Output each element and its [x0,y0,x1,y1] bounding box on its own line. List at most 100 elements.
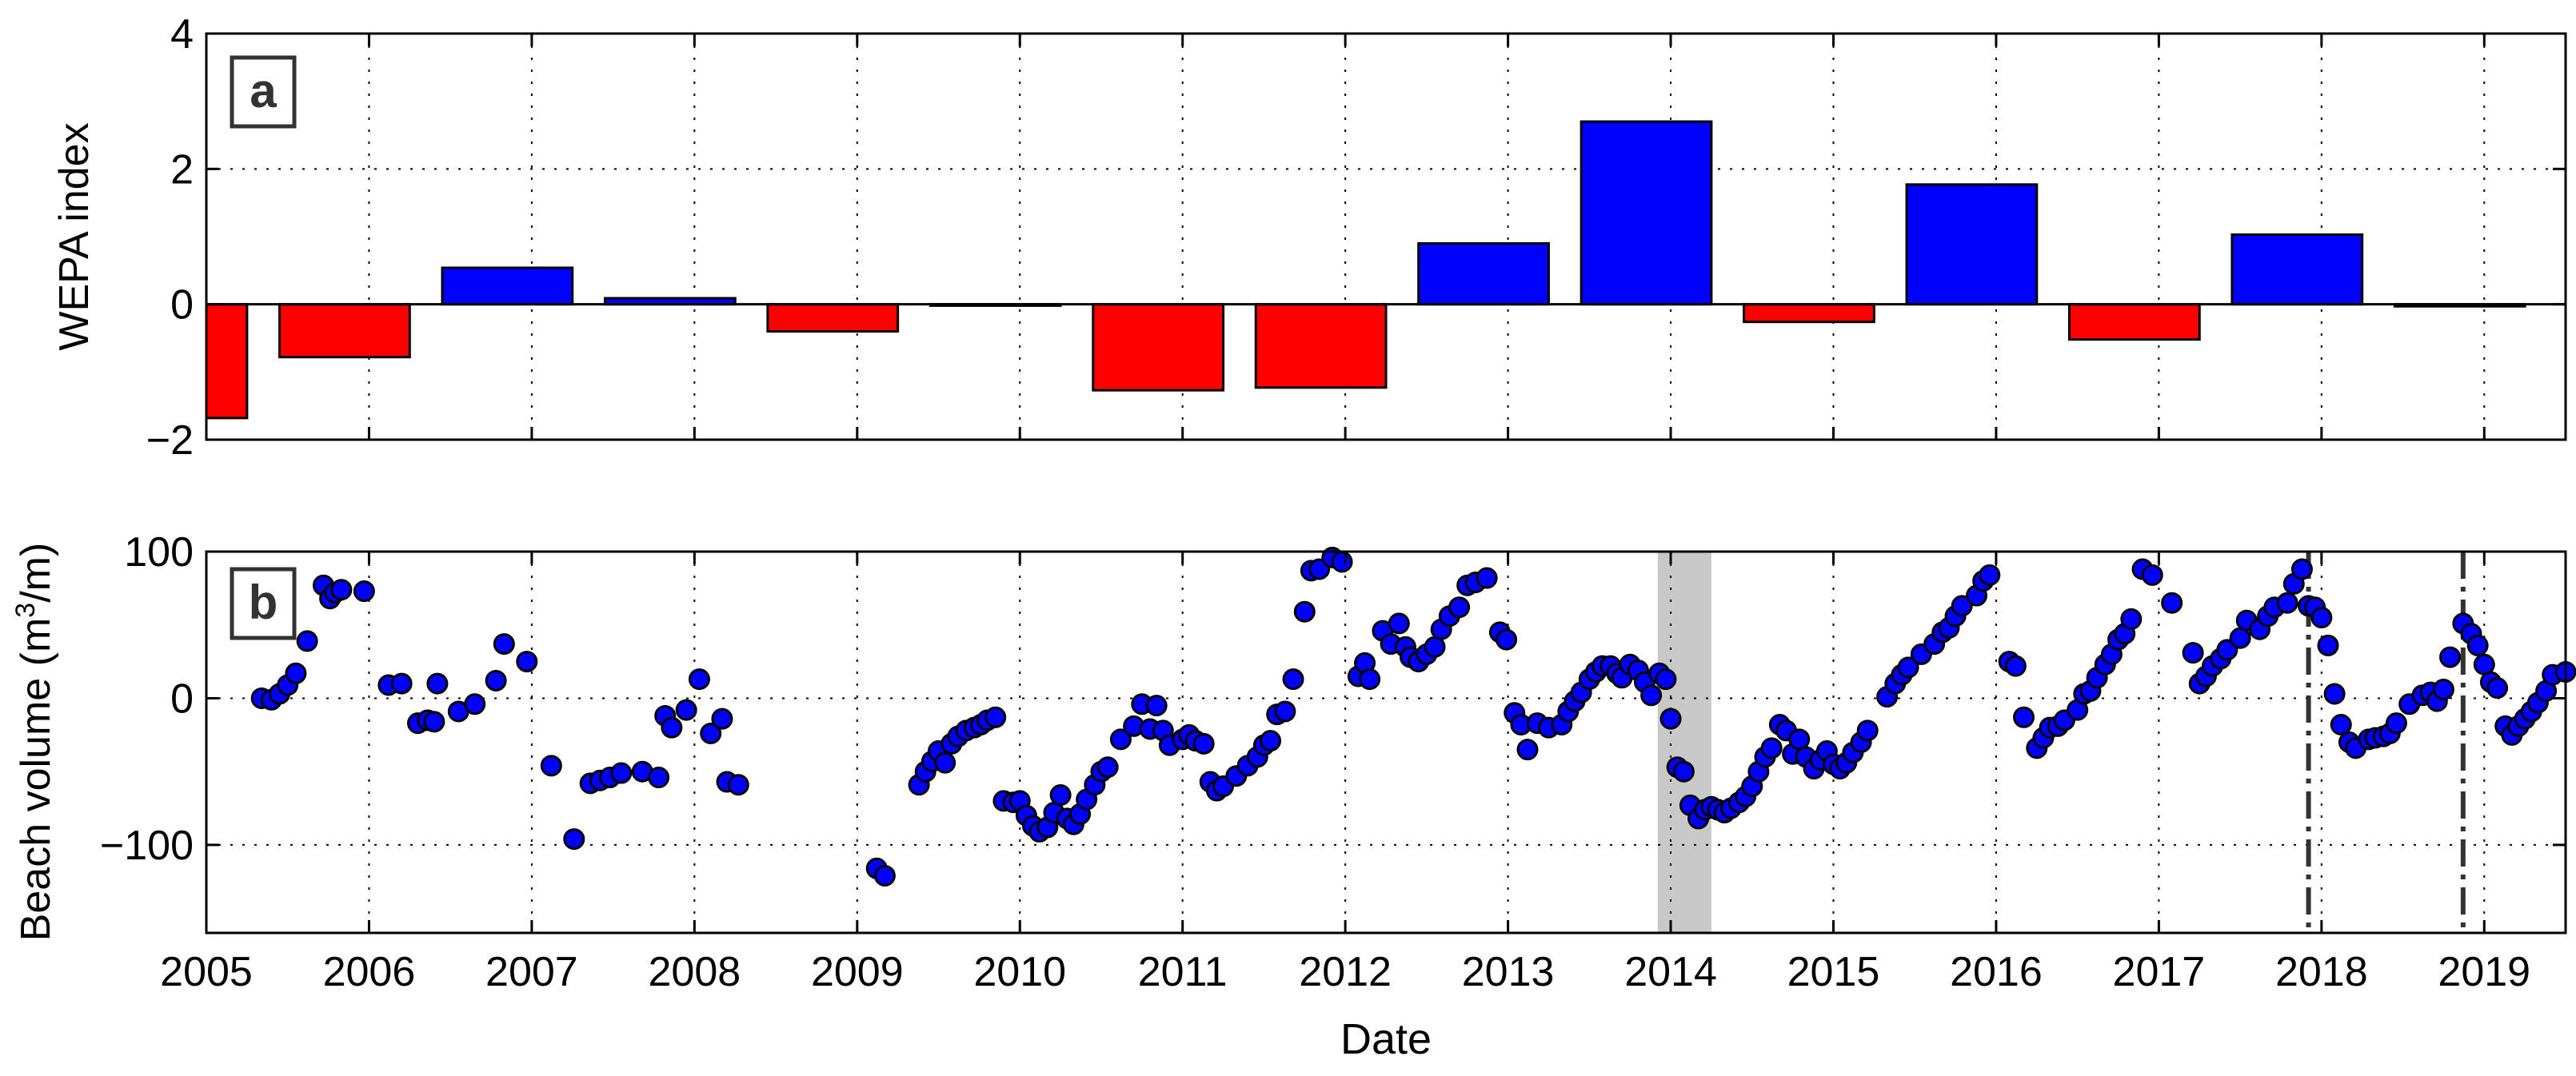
panel-a-label-box: a [230,55,297,129]
beach-volume-point [426,672,449,695]
beach-volume-point [2161,592,2183,614]
panel-b-x-tick-label: 2019 [2438,949,2530,995]
beach-volume-point [1388,612,1410,635]
panel-a-y-tick-label: −2 [146,417,194,464]
panel-b-x-tick-label: 2013 [1462,949,1555,995]
panel-a-y-tick-label: 4 [170,11,194,58]
beach-volume-point [2310,607,2333,629]
beach-volume-point [711,707,733,730]
beach-volume-point [285,662,307,684]
wepa-bar [766,303,900,333]
wepa-bar [1092,303,1225,392]
panel-a-y-axis-label: WEPA index [51,122,98,350]
beach-volume-point [1672,760,1695,783]
panel-b-x-tick-label: 2010 [973,949,1066,995]
beach-volume-point [2276,592,2298,614]
beach-volume-point [2013,706,2035,728]
panel-b-shaded-range [1657,552,1711,933]
panel-a: −2 0 2 4 a WEPA index [51,11,2567,464]
wepa-bar [2067,303,2201,341]
wepa-bar [205,303,249,420]
beach-volume-point [330,579,353,601]
beach-volume-point [688,668,710,691]
beach-volume-point [1951,595,1973,617]
panel-a-label: a [250,64,277,118]
panel-b-x-ticks: 2005 2006 2007 2008 2009 2010 2011 2012 2013 2014… [160,552,2530,995]
panel-a-x-ticks [205,34,2486,440]
panel-b: −100 0 100 2005 2006 2007 2008 2009 2010 2011 201… [10,529,2576,1063]
beach-volume-point [1274,700,1296,723]
beach-volume-point [2330,713,2352,735]
wepa-bar [1254,303,1388,389]
panel-a-y-tick-label: 0 [170,282,194,329]
beach-volume-point [1897,656,1919,679]
beach-volume-point [1109,728,1132,751]
beach-volume-point [1476,567,1498,589]
panel-b-frame [206,552,2566,933]
panel-b-x-tick-label: 2009 [811,949,904,995]
panel-b-label-box: b [230,567,297,640]
beach-volume-point [1640,684,1663,707]
beach-volume-point [1979,564,2001,586]
wepa-bar [2231,233,2364,306]
beach-volume-point [1516,739,1539,761]
panel-b-y-tick-label: 0 [170,675,194,722]
panel-b-y-ticks: −100 0 100 [100,529,2566,869]
panel-b-y-axis-label-tail: /m) [13,543,59,603]
beach-volume-point [540,755,562,777]
beach-volume-point [2439,646,2462,668]
beach-volume-point [485,669,507,691]
panel-b-x-tick-label: 2007 [485,949,578,995]
panel-b-x-axis-label: Date [1340,1015,1432,1063]
panel-b-border [205,550,2567,935]
beach-volume-point [2486,677,2509,699]
beach-volume-point [1192,732,1215,755]
beach-volume-point [2182,642,2204,664]
panel-b-x-tick-label: 2008 [649,949,741,995]
wepa-bar [1743,303,1875,324]
wepa-bar [1580,120,1713,306]
panel-b-x-tick-label: 2005 [160,949,253,995]
beach-volume-point [563,828,585,851]
beach-volume-point [873,864,896,887]
beach-volume-point [700,722,722,744]
beach-volume-point [1331,551,1353,573]
beach-volume-point [516,651,538,673]
panel-b-x-tick-label: 2014 [1624,949,1717,995]
beach-volume-point [390,672,413,695]
beach-volume-point [1424,636,1446,658]
beach-volume-point [423,711,445,733]
beach-volume-point [675,699,697,721]
beach-volume-point [1788,728,1811,751]
panel-b-y-axis-label: Beach volume (m3/m) [10,543,59,942]
panel-a-y-tick-label: 2 [170,146,194,193]
beach-volume-point [2385,712,2407,735]
panel-b-y-axis-label-sup: 3 [10,603,41,618]
beach-volume-point [2473,653,2495,675]
beach-volume-point [648,767,670,789]
beach-volume-point [1760,737,1783,759]
wepa-bar [1905,183,2039,306]
panel-b-points [250,546,2576,887]
panel-b-x-tick-label: 2011 [1138,949,1228,995]
beach-volume-point [464,693,486,715]
beach-volume-point [2317,634,2339,656]
beach-volume-point [934,751,957,774]
panel-b-x-tick-label: 2017 [2113,949,2206,995]
wepa-bar [1417,241,1550,306]
beach-volume-point [727,774,749,796]
beach-volume-point [1448,596,1471,619]
panel-b-label: b [249,576,278,629]
beach-volume-point [1260,730,1282,752]
panel-b-x-tick-label: 2006 [323,949,416,995]
beach-volume-point [1049,784,1072,807]
beach-volume-point [353,580,375,603]
beach-volume-point [1359,668,1381,691]
panel-b-y-axis-label-main: Beach volume (m [13,618,59,942]
beach-volume-point [2141,564,2163,586]
wepa-bar [441,266,574,306]
panel-b-x-tick-label: 2016 [1950,949,2043,995]
panel-b-x-tick-label: 2018 [2275,949,2368,995]
